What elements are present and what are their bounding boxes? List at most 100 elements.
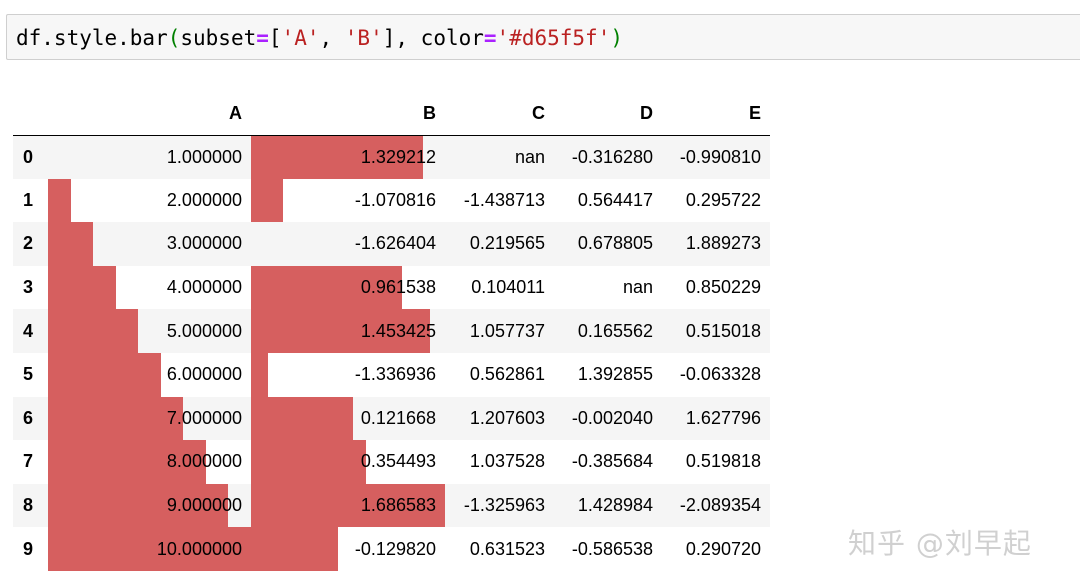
cell-e: 1.889273 (685, 233, 761, 254)
bar-fill-a (48, 309, 139, 353)
cell-value: -1.070816 (354, 189, 436, 210)
code-prefix: df.style.bar (16, 26, 168, 50)
cell-b: -1.626404 (251, 222, 445, 266)
row-index: 7 (23, 451, 34, 472)
header-c: C (445, 92, 554, 136)
row-index: 6 (23, 407, 34, 428)
bar-fill-b (251, 483, 445, 528)
cell-a: 2.000000 (48, 178, 251, 223)
table-row: 1 2.000000 -1.070816 -1.438713 0.564417 0.295… (13, 178, 770, 223)
bar-fill-b (251, 135, 424, 179)
cell-c: 1.207603 (469, 407, 545, 428)
table-row: 2 3.000000 -1.626404 0.219565 0.678805 1.8892… (13, 222, 770, 266)
cell-e: 0.290720 (685, 538, 761, 559)
cell-value: 0.354493 (360, 451, 436, 472)
row-index: 5 (23, 364, 34, 385)
header-index (13, 92, 48, 136)
bar-fill-b (251, 396, 353, 441)
cell-e: -0.990810 (679, 146, 761, 167)
code-str1: 'A' (281, 26, 320, 50)
cell-d: -0.385684 (571, 451, 653, 472)
code-line: df.style.bar(subset=['A', 'B'], color='#… (16, 25, 623, 51)
cell-e: -2.089354 (679, 495, 761, 516)
bar-fill-a (48, 483, 229, 528)
cell-c: 0.562861 (469, 364, 545, 385)
code-arg2-name: color (420, 26, 484, 50)
cell-value: 9.000000 (166, 495, 242, 516)
cell-value: 2.000000 (166, 189, 242, 210)
cell-value: 1.686583 (360, 495, 436, 516)
cell-a: 3.000000 (48, 222, 251, 266)
cell-d: nan (622, 277, 653, 298)
row-index: 0 (23, 146, 34, 167)
bar-fill-a (48, 178, 71, 223)
code-list-close: ] (382, 26, 396, 50)
cell-d: -0.316280 (571, 146, 653, 167)
code-eq2: = (483, 26, 497, 50)
cell-c: nan (514, 146, 545, 167)
table-row: 7 8.000000 0.354493 1.037528 -0.385684 0.5198… (13, 440, 770, 484)
row-index: 2 (23, 233, 34, 254)
bar-fill-b (251, 309, 431, 353)
cell-a: 9.000000 (48, 483, 251, 528)
cell-c: -1.325963 (463, 495, 545, 516)
header-d: D (554, 92, 662, 136)
bar-fill-a (48, 352, 161, 397)
code-arg1-name: subset (180, 26, 257, 50)
table-row: 6 7.000000 0.121668 1.207603 -0.002040 1.6277… (13, 396, 770, 441)
cell-b: 0.961538 (251, 265, 445, 310)
cell-e: 0.515018 (685, 320, 761, 341)
code-list-open: [ (268, 26, 282, 50)
cell-value: 0.961538 (360, 277, 436, 298)
cell-b: -1.336936 (251, 352, 445, 397)
cell-c: 1.037528 (469, 451, 545, 472)
cell-a: 10.000000 (48, 527, 251, 571)
cell-a: 5.000000 (48, 309, 251, 353)
bar-fill-b (251, 178, 283, 223)
bar-fill-b (251, 265, 402, 310)
cell-c: 0.104011 (471, 277, 545, 298)
cell-c: 0.219565 (469, 233, 545, 254)
bar-fill-a (48, 440, 206, 484)
cell-value: 5.000000 (166, 320, 242, 341)
cell-c: 0.631523 (469, 538, 545, 559)
table-row: 5 6.000000 -1.336936 0.562861 1.392855 -0.063… (13, 352, 770, 397)
cell-b: 0.354493 (251, 440, 445, 484)
code-comma1: , (319, 26, 345, 50)
cell-value: 6.000000 (166, 364, 242, 385)
cell-a: 8.000000 (48, 440, 251, 484)
code-close-paren: ) (610, 26, 623, 50)
row-index: 8 (23, 495, 34, 516)
bar-fill-b (251, 440, 367, 484)
cell-d: 0.564417 (577, 189, 653, 210)
bar-fill-a (48, 527, 251, 571)
table-row: 9 10.000000 -0.129820 0.631523 -0.586538 0.29… (13, 527, 770, 571)
row-index: 1 (23, 189, 34, 210)
table-row: 3 4.000000 0.961538 0.104011 nan 0.850229 (13, 265, 770, 310)
watermark: 知乎 @刘早起 (848, 527, 1032, 560)
row-index: 4 (23, 320, 34, 341)
cell-value: 0.121668 (360, 407, 436, 428)
cell-value: 7.000000 (166, 407, 242, 428)
row-index: 3 (23, 277, 34, 298)
cell-b: 1.686583 (251, 483, 445, 528)
cell-e: 0.850229 (685, 277, 761, 298)
cell-value: -0.129820 (354, 538, 436, 559)
cell-a: 7.000000 (48, 396, 251, 441)
code-cell[interactable]: df.style.bar(subset=['A', 'B'], color='#… (6, 14, 1080, 60)
cell-d: 1.392855 (577, 364, 653, 385)
cell-value: 1.453425 (360, 320, 436, 341)
bar-fill-b (251, 527, 338, 571)
cell-b: -0.129820 (251, 527, 445, 571)
table-row: 4 5.000000 1.453425 1.057737 0.165562 0.51501… (13, 309, 770, 353)
table-row: 8 9.000000 1.686583 -1.325963 1.428984 -2.089… (13, 483, 770, 528)
cell-value: 4.000000 (166, 277, 242, 298)
dataframe-table: A B C D E 0 1.000000 1.329212 nan -0.316280 -… (13, 92, 770, 571)
cell-e: 1.627796 (685, 407, 761, 428)
cell-e: 0.295722 (685, 189, 761, 210)
cell-value: 10.000000 (156, 538, 242, 559)
table-row: 0 1.000000 1.329212 nan -0.316280 -0.990810 (13, 135, 770, 179)
cell-value: -1.336936 (354, 364, 436, 385)
cell-value: 1.329212 (360, 146, 436, 167)
cell-b: 0.121668 (251, 396, 445, 441)
